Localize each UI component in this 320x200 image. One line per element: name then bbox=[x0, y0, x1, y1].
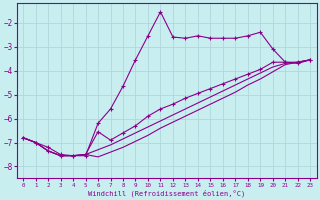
X-axis label: Windchill (Refroidissement éolien,°C): Windchill (Refroidissement éolien,°C) bbox=[88, 189, 245, 197]
